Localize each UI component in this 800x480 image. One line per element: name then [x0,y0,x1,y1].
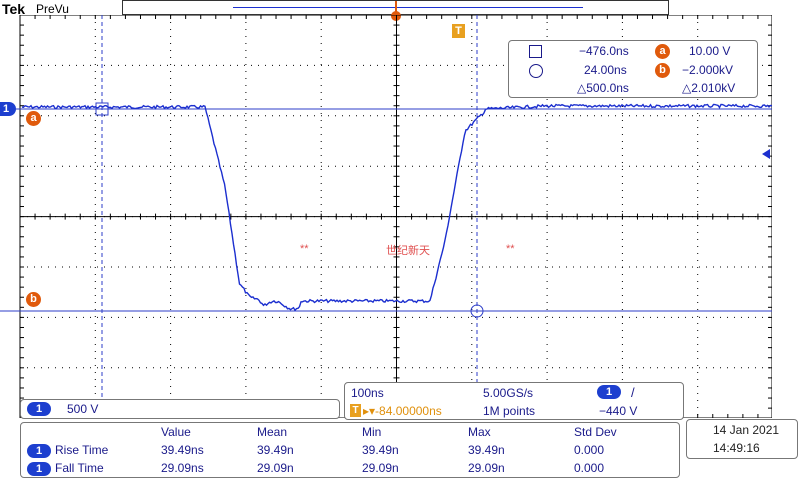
header-max: Max [468,425,491,439]
circle-cursor-time: 24.00ns [584,63,627,77]
cursor-a-marker[interactable]: a [26,111,41,126]
cursor-b-value: −2.000kV [682,63,734,77]
header-value: Value [161,425,191,439]
watermark-right: ** [506,243,515,255]
measurement-value: 39.49ns [161,443,204,457]
measurement-std-dev: 0.000 [574,461,605,475]
timebase-panel[interactable]: 100ns 5.00GS/s 1 / T ▸▾-84.00000ns 1M po… [344,382,684,420]
cursor-a-label: a [655,44,670,59]
measurement-channel-badge: 1 [27,462,51,476]
measurement-value: 29.09ns [161,461,204,475]
date-time-panel: 14 Jan 2021 14:49:16 [686,419,798,459]
cursor-readout-panel: −476.0ns a 10.00 V 24.00ns b −2.000kV △5… [508,40,758,98]
record-window-line [233,7,583,8]
trigger-level: −440 V [599,404,638,418]
measurement-mean: 39.49n [257,443,294,457]
sample-rate: 5.00GS/s [483,386,534,400]
watermark-center: 世纪新天 [386,245,430,257]
measurement-max: 39.49n [468,443,505,457]
measurement-max: 29.09n [468,461,505,475]
cursor-a-value: 10.00 V [689,44,731,58]
cursor-b-marker[interactable]: b [26,292,41,307]
channel-1-scale-box[interactable]: 1 500 V [20,399,340,419]
trigger-position-badge: T [350,404,361,417]
channel-1-vertical-scale: 500 V [67,402,99,416]
measurement-channel-badge: 1 [27,444,51,458]
measurement-min: 39.49n [362,443,399,457]
delta-value: △2.010kV [682,81,736,95]
date: 14 Jan 2021 [713,423,780,437]
trigger-level-arrow-icon[interactable] [760,148,772,160]
trigger-time-marker[interactable]: T [452,24,465,38]
trigger-source-badge: 1 [597,385,621,399]
measurement-std-dev: 0.000 [574,443,605,457]
acquisition-mode: PreVu [36,2,69,16]
cursor-b-label: b [655,63,670,78]
header-mean: Mean [257,425,288,439]
brand-logo: Tek [2,1,26,17]
channel-1-waveform [21,103,772,312]
channel-1-ground-marker[interactable]: 1 [0,102,16,116]
square-cursor-icon [529,45,542,58]
square-cursor-time: −476.0ns [579,44,629,58]
channel-1-badge: 1 [27,402,51,416]
measurement-table: Value Mean Min Max Std Dev 1 Rise Time 3… [20,422,680,478]
measurement-name: Rise Time [55,443,109,457]
trigger-slope-icon: / [631,385,635,400]
watermark-left: ** [300,243,309,255]
circle-cursor-icon [529,64,543,78]
record-length: 1M points [483,404,536,418]
measurement-min: 29.09n [362,461,399,475]
measurement-mean: 29.09n [257,461,294,475]
measurement-name: Fall Time [55,461,104,475]
cursor-circle-marker-icon [470,304,484,318]
trigger-position: ▸▾-84.00000ns [363,404,442,418]
cursor-square-marker-icon [95,102,109,116]
time: 14:49:16 [713,441,760,455]
header-min: Min [362,425,382,439]
time-per-division: 100ns [351,386,384,400]
header-std-dev: Std Dev [574,425,617,439]
record-view-bar[interactable] [122,0,669,21]
delta-time: △500.0ns [577,81,629,95]
